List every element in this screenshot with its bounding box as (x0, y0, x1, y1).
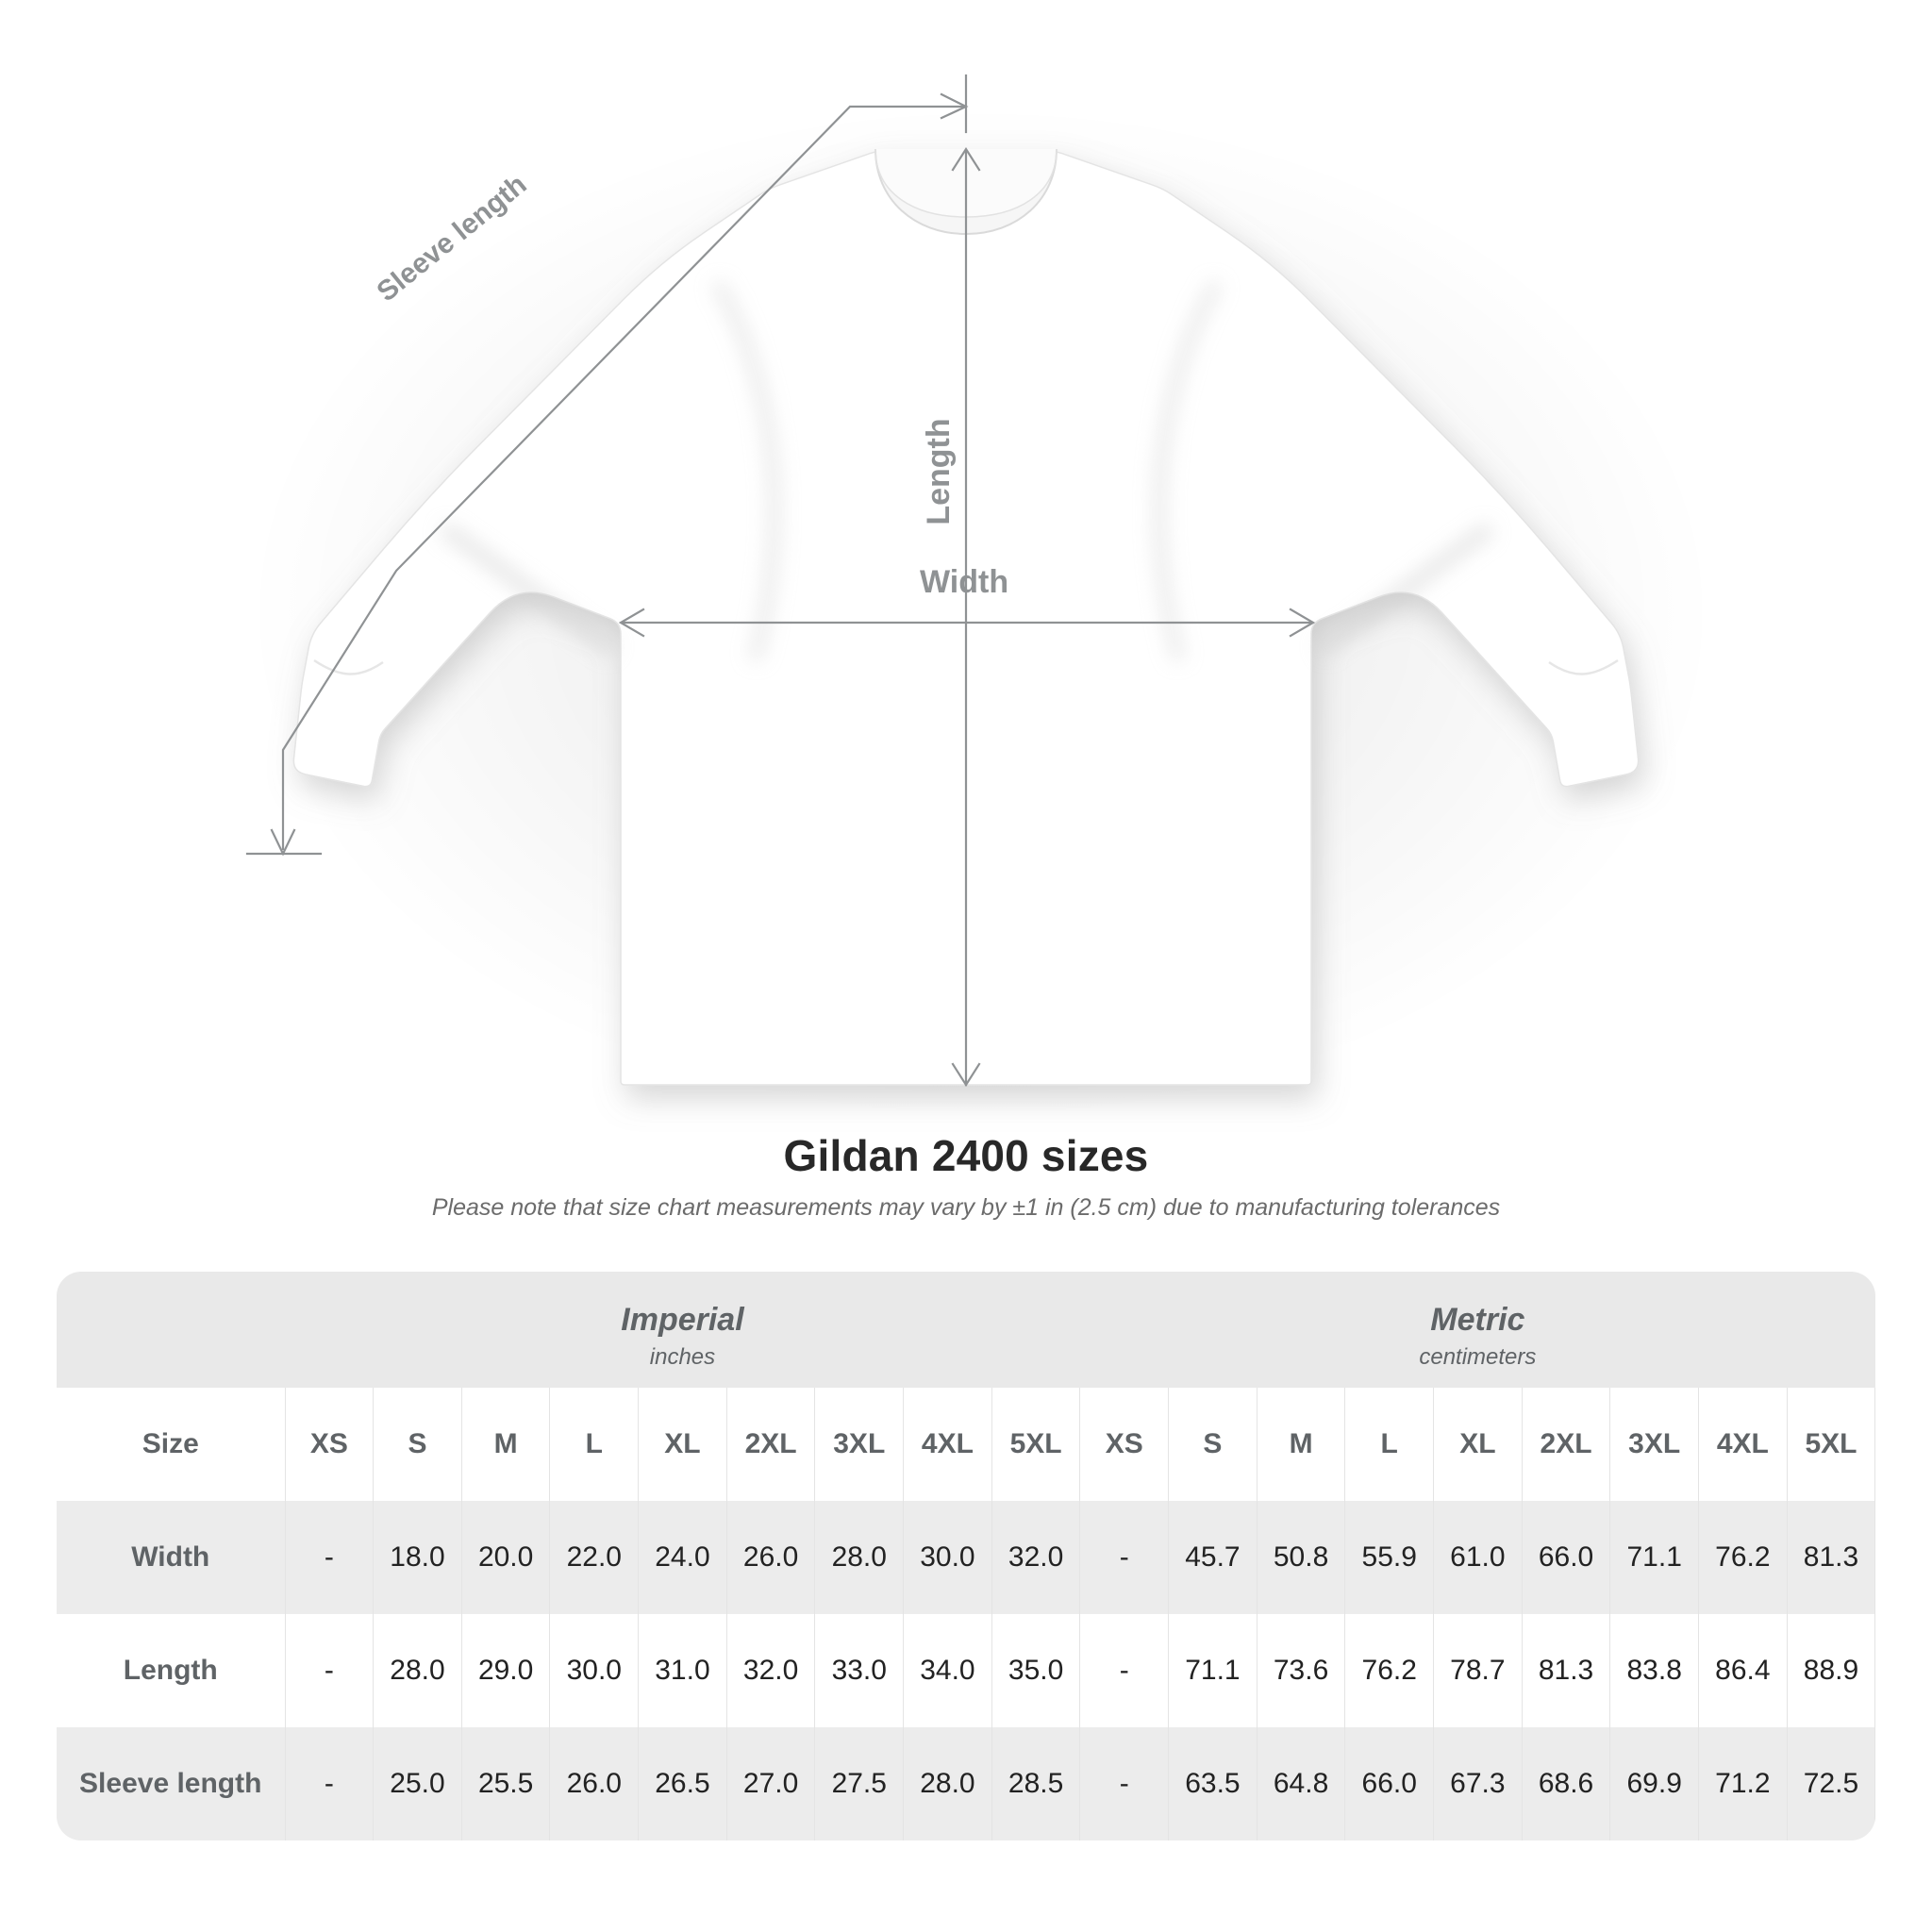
svg-text:Width: Width (920, 564, 1008, 600)
svg-text:Length: Length (921, 418, 957, 525)
